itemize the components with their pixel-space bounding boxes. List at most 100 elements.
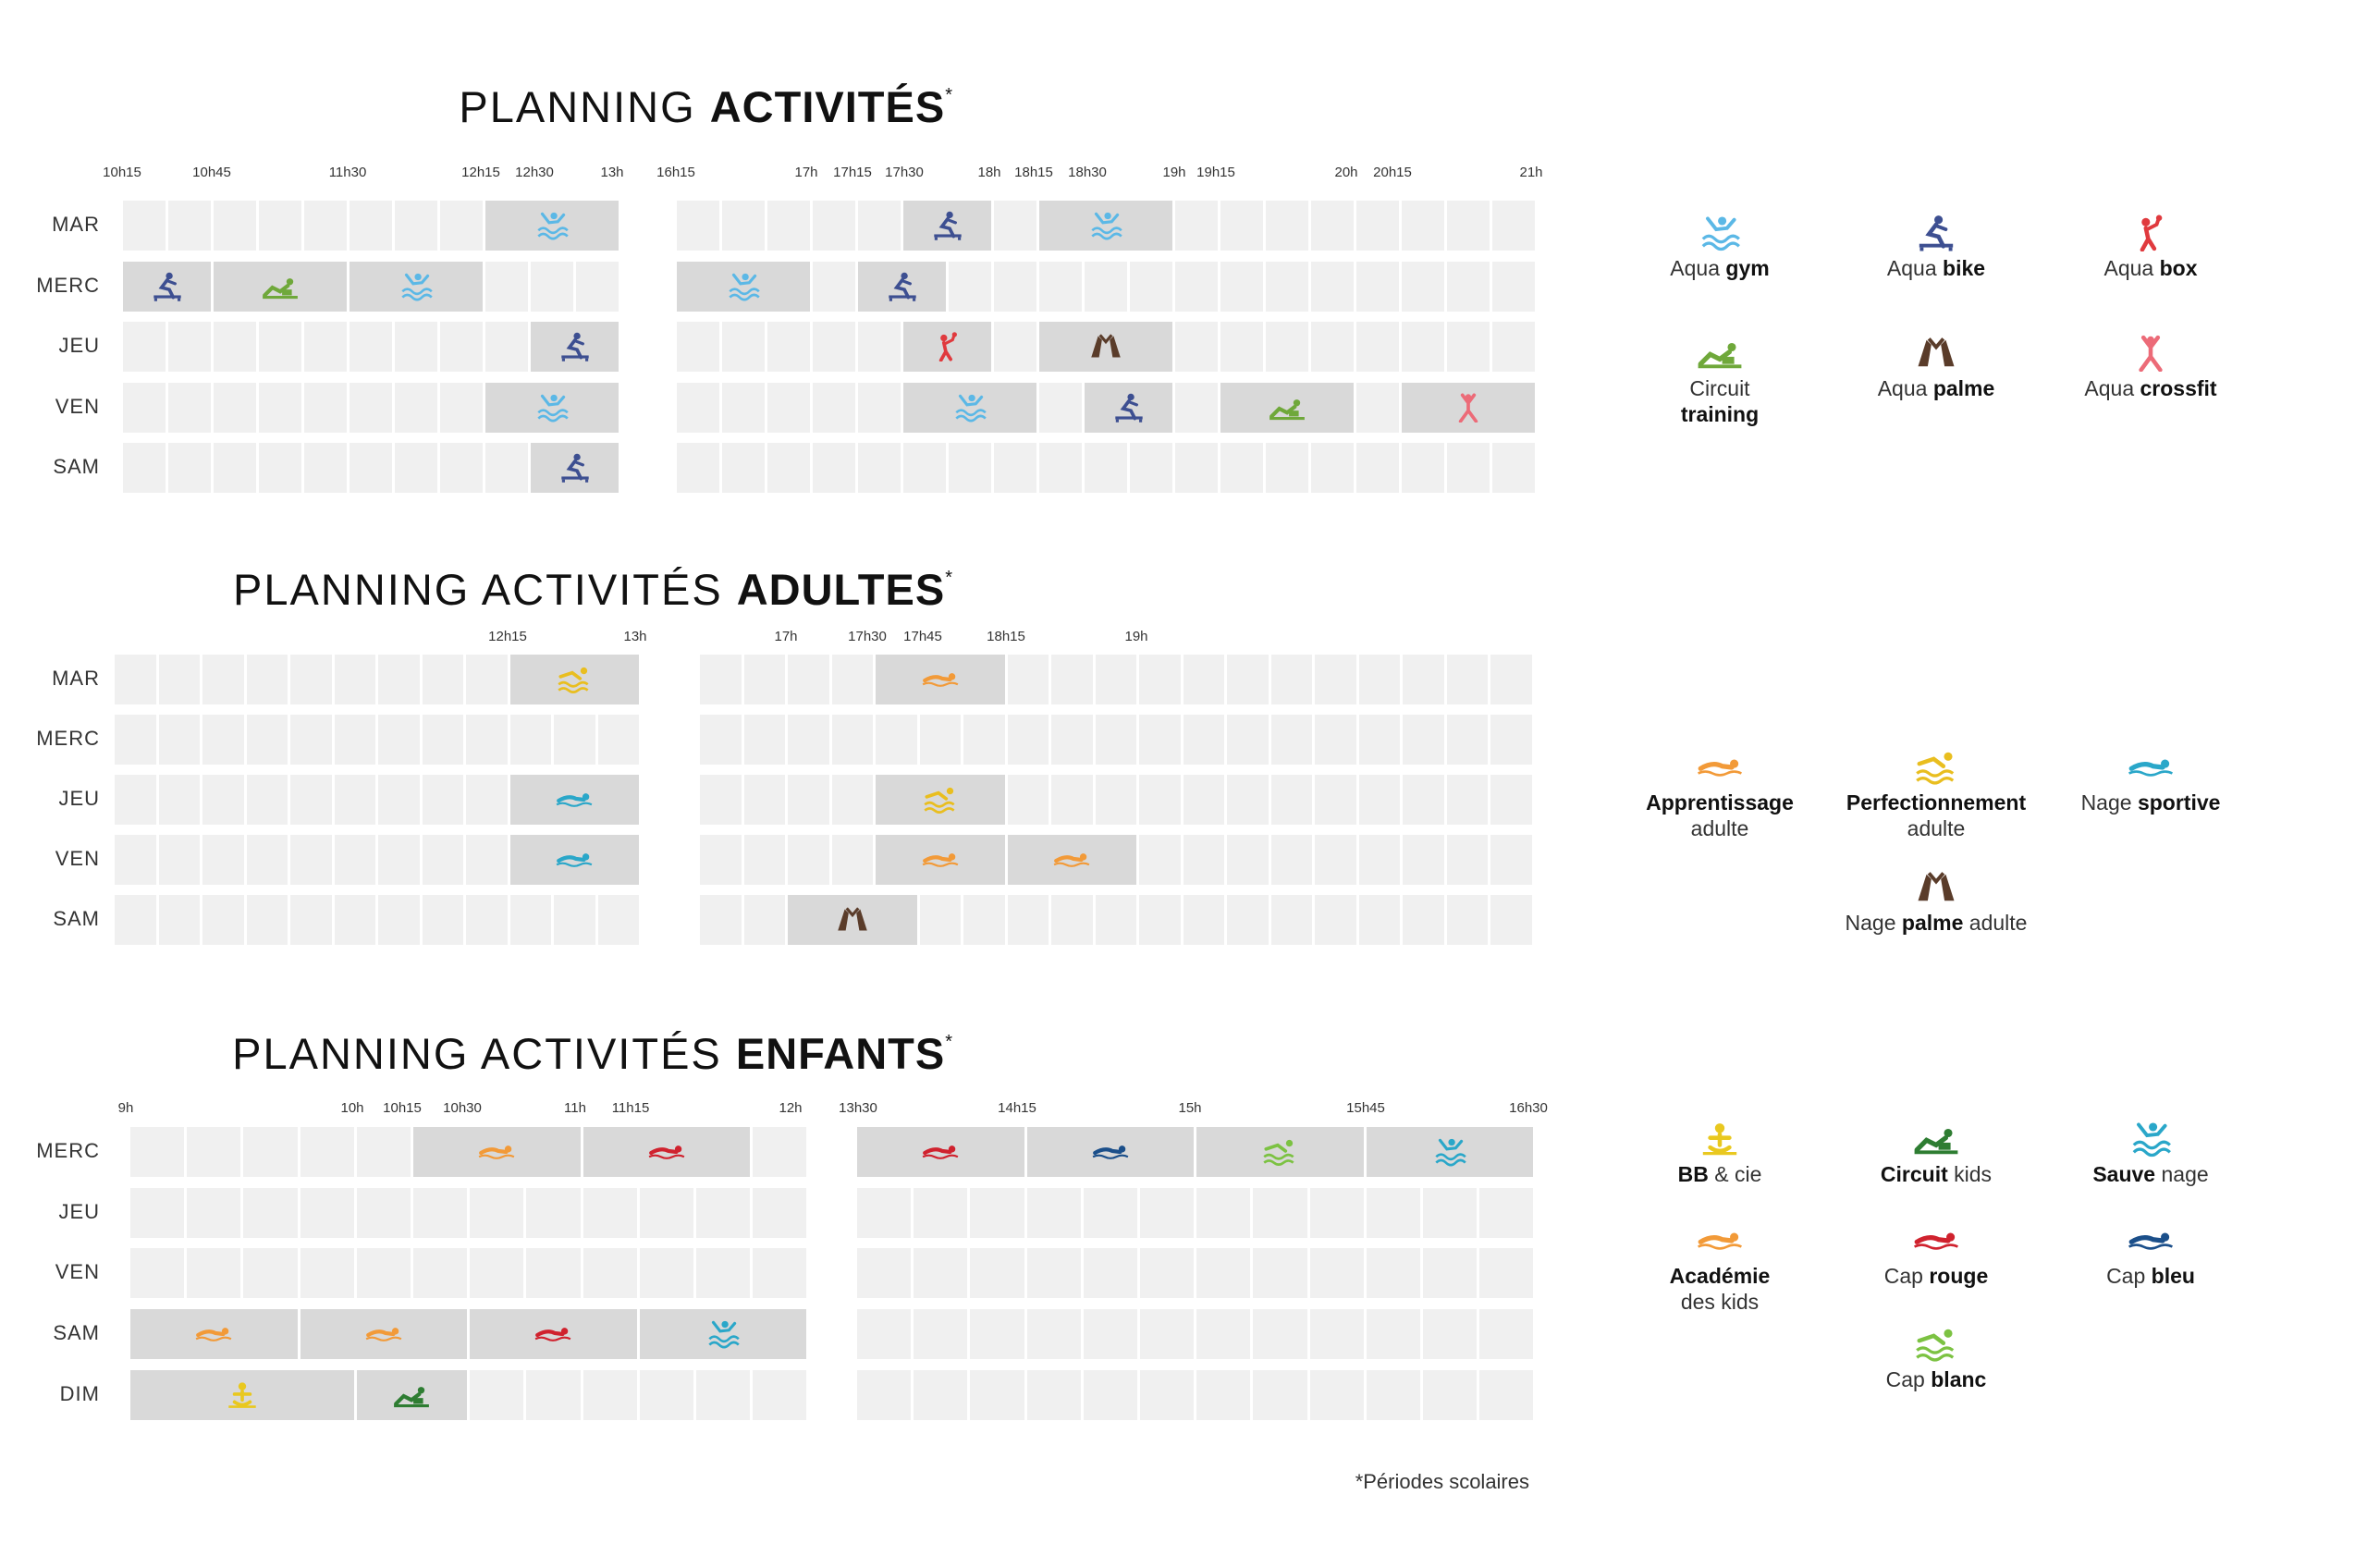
grid-cell [743,835,785,885]
time-tick: 13h [623,629,647,644]
session-aqua-bike[interactable] [531,443,619,493]
grid-cell [123,322,166,372]
grid-cell [246,895,288,945]
session-circuit-kids[interactable] [356,1370,468,1420]
grid-cell [395,443,437,493]
session-cap-bleu[interactable] [1026,1127,1195,1177]
session-cap-rouge[interactable] [470,1309,637,1359]
legend-label-light: Aqua [1877,376,1933,400]
grid-cell [1492,201,1535,251]
legend-label-light: des kids [1680,1290,1760,1314]
grid-cell [290,715,332,765]
session-aqua-bike[interactable] [858,262,946,312]
grid-cell [1402,262,1444,312]
session-perfectionnement[interactable] [876,775,1005,825]
session-cap-blanc[interactable] [1196,1127,1364,1177]
session-aqua-gym[interactable] [350,262,483,312]
grid-cell [334,655,375,704]
session-aqua-box[interactable] [903,322,991,372]
grid-cell [813,443,855,493]
session-aqua-bike[interactable] [531,322,619,372]
session-nage-sportive[interactable] [509,835,639,885]
title-bold: ENFANTS [735,1029,946,1078]
grid-cell [1039,262,1082,312]
grid-cell [743,775,785,825]
session-sauve-nage[interactable] [1366,1127,1534,1177]
session-aqua-bike[interactable] [903,201,991,251]
grid-cell [753,1248,807,1298]
session-academie[interactable] [300,1309,468,1359]
session-aqua-crossfit[interactable] [1402,383,1535,433]
grid-cell [115,775,156,825]
perfectionnement-icon [924,787,955,814]
session-aqua-gym[interactable] [485,201,619,251]
grid-cell [1366,1188,1420,1238]
session-aqua-gym[interactable] [677,262,810,312]
grid-cell [413,1188,468,1238]
grid-cell [700,715,742,765]
aqua-bike-icon [888,272,916,301]
session-cap-rouge[interactable] [583,1127,751,1177]
session-cap-rouge[interactable] [857,1127,1024,1177]
grid-cell [1311,322,1354,372]
session-aqua-gym[interactable] [485,383,619,433]
grid-cell [378,655,420,704]
day-label: VEN [55,1260,100,1283]
session-apprentissage[interactable] [1007,835,1136,885]
session-aqua-gym[interactable] [903,383,1036,433]
session-apprentissage[interactable] [876,655,1005,704]
session-perfectionnement[interactable] [509,655,639,704]
grid-cell [1085,443,1127,493]
session-academie[interactable] [413,1127,581,1177]
grid-cell [1490,715,1532,765]
grid-cell [123,443,166,493]
session-circuit-training[interactable] [214,262,347,312]
grid-cell [395,322,437,372]
grid-cell [1220,201,1263,251]
grid-cell [1196,1188,1251,1238]
grid-cell [422,895,463,945]
session-aqua-bike[interactable] [1085,383,1172,433]
session-bb-cie[interactable] [130,1370,354,1420]
grid-cell [440,443,483,493]
aqua-box-icon [938,332,957,361]
grid-cell [1446,835,1488,885]
session-apprentissage[interactable] [876,835,1005,885]
legend-cap-blanc: Cap blanc [1816,1326,2056,1392]
grid-cell [1356,383,1399,433]
time-tick: 19h [1124,629,1148,644]
grid-cell [440,383,483,433]
session-nage-sportive[interactable] [509,775,639,825]
time-tick: 12h [779,1100,803,1116]
grid-cell [914,1370,968,1420]
session-circuit-training[interactable] [1220,383,1354,433]
session-aqua-palme[interactable] [1039,322,1172,372]
grid-cell [1423,1188,1478,1238]
day-label: MERC [36,1139,100,1162]
grid-cell [1051,655,1093,704]
day-label: VEN [55,847,100,870]
grid-cell [158,715,200,765]
session-aqua-bike[interactable] [123,262,211,312]
time-tick: 17h [774,629,798,644]
legend-label: Circuit training [1600,375,1840,427]
grid-cell [903,443,946,493]
legend-academie: Académie des kids [1600,1222,1840,1315]
session-aqua-gym[interactable] [1039,201,1172,251]
grid-cell [246,835,288,885]
time-tick: 10h30 [443,1100,482,1116]
grid-cell [743,655,785,704]
apprentissage-icon [922,673,959,687]
bb-cie-icon [228,1382,256,1408]
grid-cell [597,895,639,945]
session-academie[interactable] [130,1309,298,1359]
day-label: JEU [58,787,100,810]
session-nage-palme[interactable] [788,895,917,945]
legend-label-bold: training [1680,402,1760,426]
grid-cell [1490,835,1532,885]
session-sauve-nage[interactable] [639,1309,807,1359]
legend-label-light: Circuit [1689,376,1750,400]
legend-label-light: kids [1947,1162,1993,1186]
grid-cell [1007,715,1049,765]
grid-cell [1095,775,1136,825]
